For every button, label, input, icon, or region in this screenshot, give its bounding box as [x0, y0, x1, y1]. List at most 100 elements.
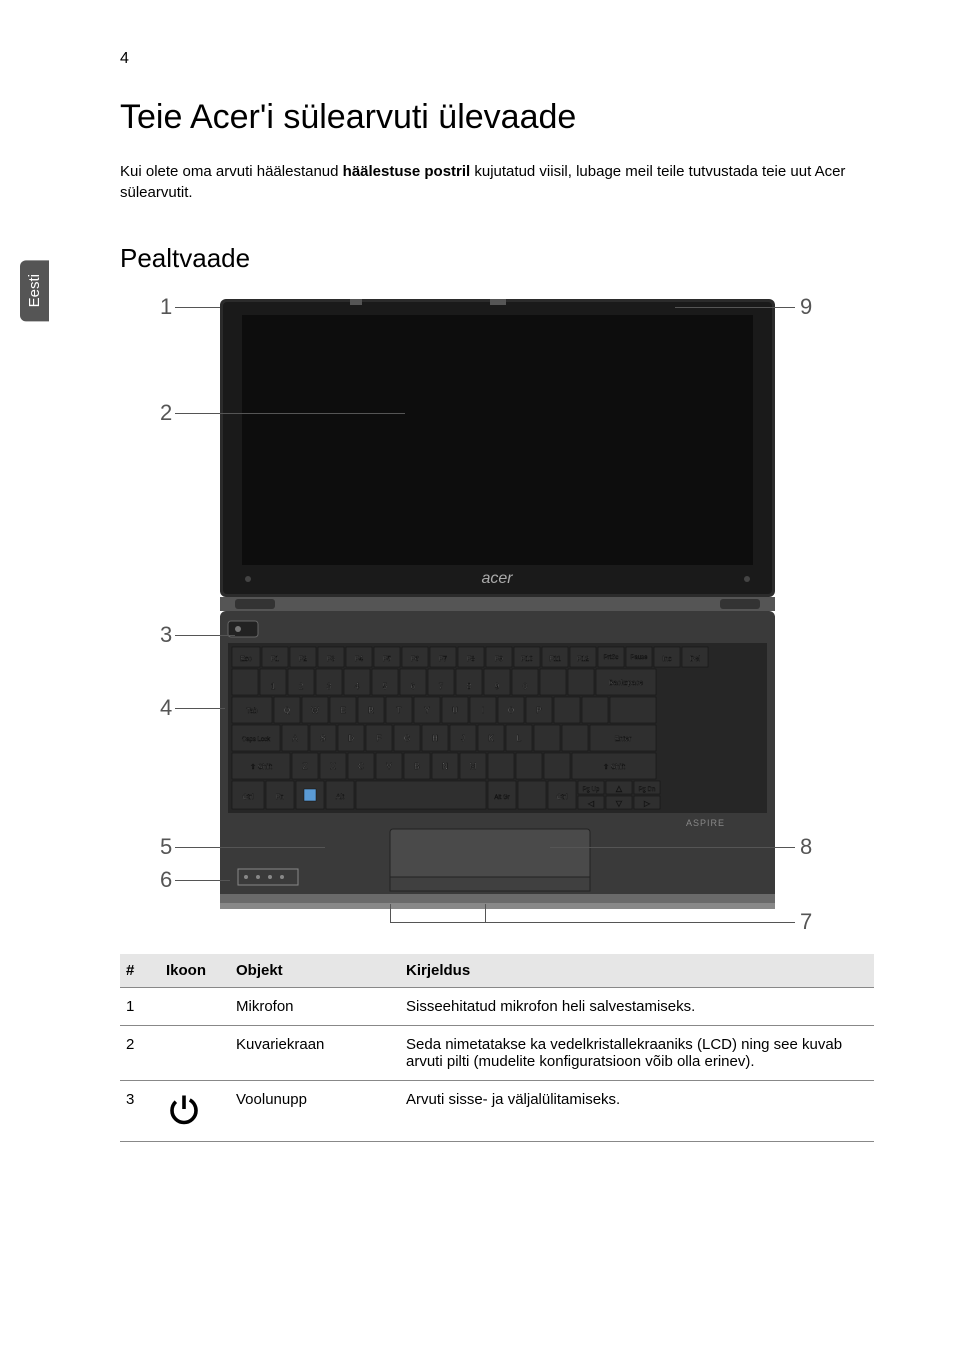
callout-4: 4 — [160, 695, 172, 721]
header-object: Objekt — [230, 954, 400, 988]
callout-line — [390, 922, 485, 923]
svg-text:P: P — [536, 706, 541, 715]
components-table: # Ikoon Objekt Kirjeldus 1 Mikrofon Siss… — [120, 954, 874, 1142]
svg-text:V: V — [386, 762, 392, 771]
svg-text:ASPIRE: ASPIRE — [686, 818, 725, 828]
svg-text:Ctrl: Ctrl — [557, 794, 568, 801]
language-tab: Eesti — [20, 260, 49, 321]
svg-text:W: W — [311, 706, 319, 715]
cell-desc: Sisseehitatud mikrofon heli salvestamise… — [400, 988, 874, 1026]
cell-icon — [160, 1026, 230, 1081]
svg-text:U: U — [452, 706, 458, 715]
svg-text:△: △ — [616, 784, 623, 793]
section-heading: Pealtvaade — [120, 243, 874, 274]
cell-num: 3 — [120, 1081, 160, 1142]
callout-line — [175, 635, 235, 636]
svg-text:B: B — [414, 762, 419, 771]
callout-6: 6 — [160, 867, 172, 893]
svg-text:Alt Gr: Alt Gr — [494, 795, 509, 801]
svg-text:Backspace: Backspace — [609, 680, 643, 687]
callout-line — [175, 847, 325, 848]
svg-text:◁: ◁ — [588, 799, 595, 808]
svg-text:X: X — [330, 762, 336, 771]
svg-text:5: 5 — [383, 682, 388, 691]
laptop-illustration: acer Esc F1 F2 F3 F4 F5 F6 F7 F8 F9 F10 … — [220, 299, 780, 914]
svg-text:R: R — [368, 706, 374, 715]
callout-1: 1 — [160, 294, 172, 320]
table-row: 1 Mikrofon Sisseehitatud mikrofon heli s… — [120, 988, 874, 1026]
cell-icon — [160, 1081, 230, 1142]
svg-text:I: I — [482, 706, 484, 715]
table-row: 2 Kuvariekraan Seda nimetatakse ka vedel… — [120, 1026, 874, 1081]
svg-text:acer: acer — [481, 570, 513, 587]
page-number: 4 — [120, 50, 874, 68]
callout-line — [485, 922, 795, 923]
header-desc: Kirjeldus — [400, 954, 874, 988]
svg-text:A: A — [292, 734, 298, 743]
svg-text:L: L — [517, 734, 522, 743]
callout-line — [175, 708, 225, 709]
power-icon — [166, 1091, 202, 1127]
svg-text:⇧ Shift: ⇧ Shift — [603, 763, 625, 771]
svg-text:F1: F1 — [271, 656, 279, 663]
svg-text:F9: F9 — [495, 656, 503, 663]
svg-text:H: H — [432, 734, 438, 743]
svg-text:Ctrl: Ctrl — [243, 794, 254, 801]
cell-object: Mikrofon — [230, 988, 400, 1026]
callout-line — [550, 847, 795, 848]
svg-text:Del: Del — [690, 656, 701, 663]
callout-7: 7 — [800, 909, 812, 935]
table-row: 3 Voolunupp Arvuti sisse- ja väljalülita… — [120, 1081, 874, 1142]
svg-text:⇧ Shift: ⇧ Shift — [250, 763, 272, 771]
callout-8: 8 — [800, 834, 812, 860]
svg-text:F4: F4 — [355, 656, 363, 663]
table-header-row: # Ikoon Objekt Kirjeldus — [120, 954, 874, 988]
laptop-figure: 1 2 3 4 5 6 9 8 7 acer — [120, 299, 874, 914]
svg-text:▽: ▽ — [616, 799, 623, 808]
svg-text:Alt: Alt — [336, 794, 344, 801]
svg-text:Tab: Tab — [246, 708, 257, 715]
svg-text:7: 7 — [439, 682, 444, 691]
callout-line — [485, 904, 486, 922]
svg-text:F2: F2 — [299, 656, 307, 663]
callout-line — [675, 307, 795, 308]
svg-text:1: 1 — [271, 682, 276, 691]
cell-object: Kuvariekraan — [230, 1026, 400, 1081]
svg-text:3: 3 — [327, 682, 332, 691]
svg-text:Q: Q — [284, 706, 290, 715]
svg-text:4: 4 — [355, 682, 360, 691]
cell-desc: Seda nimetatakse ka vedelkristallekraani… — [400, 1026, 874, 1081]
svg-text:PrtSc: PrtSc — [604, 655, 619, 661]
callout-line — [175, 880, 230, 881]
svg-text:F5: F5 — [383, 656, 391, 663]
svg-text:F: F — [377, 734, 382, 743]
svg-text:Pg Up: Pg Up — [583, 787, 600, 793]
callout-line — [390, 904, 391, 922]
svg-text:K: K — [488, 734, 494, 743]
svg-text:F3: F3 — [327, 656, 335, 663]
svg-text:Caps Lock: Caps Lock — [242, 737, 271, 743]
svg-text:Esc: Esc — [240, 656, 252, 663]
svg-text:F11: F11 — [549, 656, 561, 663]
svg-text:9: 9 — [495, 682, 500, 691]
svg-text:Enter: Enter — [615, 736, 632, 743]
svg-text:D: D — [348, 734, 354, 743]
cell-icon — [160, 988, 230, 1026]
svg-text:Ins: Ins — [662, 656, 672, 663]
svg-text:M: M — [470, 762, 477, 771]
svg-text:C: C — [358, 762, 364, 771]
page-title: Teie Acer'i sülearvuti ülevaade — [120, 98, 874, 137]
callout-line — [175, 413, 405, 414]
svg-text:S: S — [320, 734, 325, 743]
callout-5: 5 — [160, 834, 172, 860]
cell-object: Voolunupp — [230, 1081, 400, 1142]
svg-text:O: O — [508, 706, 514, 715]
svg-text:F8: F8 — [467, 656, 475, 663]
svg-text:E: E — [340, 706, 345, 715]
svg-text:F10: F10 — [521, 656, 533, 663]
svg-text:Fn: Fn — [276, 794, 284, 801]
intro-text-before: Kui olete oma arvuti häälestanud — [120, 163, 343, 180]
svg-text:6: 6 — [411, 682, 416, 691]
svg-text:F6: F6 — [411, 656, 419, 663]
callout-2: 2 — [160, 400, 172, 426]
